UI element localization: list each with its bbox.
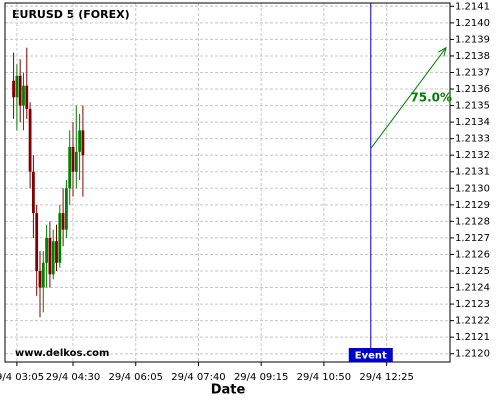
y-tick-label: 1.2141 [455,1,490,12]
candle-body [68,146,72,189]
y-tick-label: 1.2127 [455,233,490,244]
y-tick-label: 1.2129 [455,200,490,211]
plot-frame [4,2,451,363]
y-tick-label: 1.2128 [455,216,490,227]
candle-body [65,188,68,230]
x-tick-label: 29/4 04:30 [46,372,100,383]
event-box [348,348,393,362]
candle-body [25,85,29,109]
candle-body [45,237,48,263]
y-tick-label: 1.2123 [455,299,490,310]
candle-body [41,262,45,288]
candle-body [15,75,19,98]
candle-body [12,80,15,98]
candle-body [48,237,52,275]
y-tick-label: 1.2136 [455,84,490,95]
x-axis-label: Date [211,383,246,398]
forecast-arrow [370,47,447,149]
x-tick-label: 29/4 12:25 [359,372,413,383]
candle-body [55,241,58,263]
x-tick-label: 29/4 09:15 [234,372,288,383]
y-tick-label: 1.2140 [455,18,490,29]
y-tick-label: 1.2125 [455,266,490,277]
chart-title: EURUSD 5 (FOREX) [12,8,130,21]
watermark: www.delkos.com [15,348,109,359]
y-tick-label: 1.2121 [455,332,490,343]
y-tick-label: 1.2134 [455,117,490,128]
y-tick-label: 1.2132 [455,150,490,161]
arrow-label: 75.0% [410,91,452,105]
x-tick-label: 29/4 07:40 [171,372,225,383]
y-tick-label: 1.2135 [455,101,490,112]
x-tick-label: 29/4 06:05 [109,372,163,383]
arrow-head [438,46,447,57]
candle-body [28,108,32,172]
y-tick-label: 1.2130 [455,183,490,194]
y-tick-label: 1.2133 [455,134,490,145]
event-label: Event [355,351,387,362]
candle-body [18,75,22,106]
candle-body [38,271,42,288]
y-tick-label: 1.2137 [455,67,490,78]
y-tick-label: 1.2122 [455,316,490,327]
y-tick-label: 1.2126 [455,249,490,260]
candle-body [74,151,78,172]
x-tick-label: 29/4 10:50 [297,372,351,383]
y-tick-label: 1.2139 [455,34,490,45]
candle-body [61,213,65,230]
candle-body [78,130,82,152]
candle-body [71,146,75,172]
candle-body [31,171,35,214]
candle-body [58,213,62,263]
y-tick-label: 1.2124 [455,283,490,294]
candle-body [35,213,39,272]
candle-body [81,130,85,156]
candle-body [51,241,55,275]
candle-body [22,85,25,106]
y-tick-label: 1.2138 [455,51,490,62]
y-tick-label: 1.2120 [455,349,490,360]
y-tick-label: 1.2131 [455,167,490,178]
x-tick-label: 29/4 03:05 [0,372,44,383]
